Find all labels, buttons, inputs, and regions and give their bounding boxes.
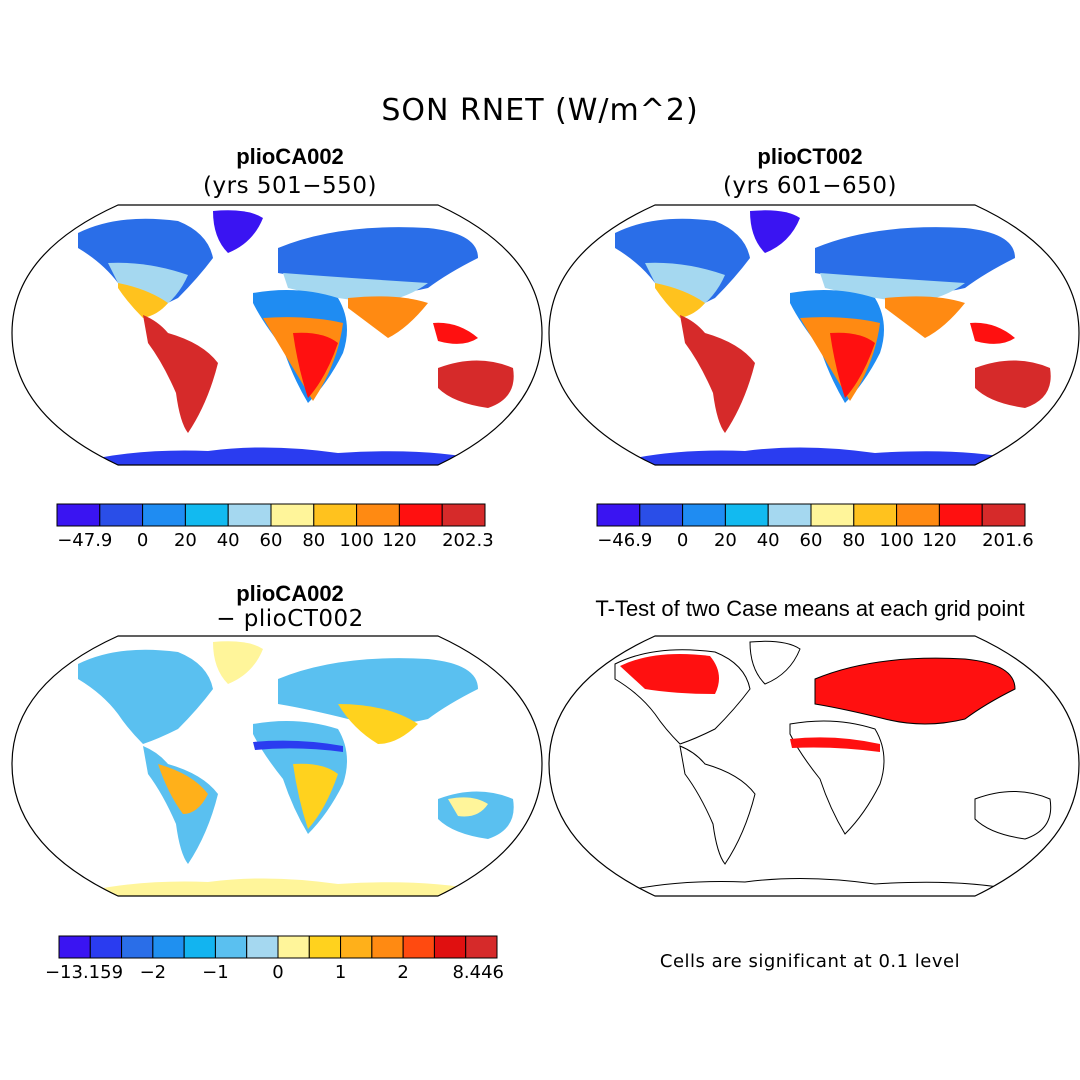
colorbar-label: −46.9 (597, 530, 653, 551)
colorbar-box (313, 503, 358, 527)
colorbar-label: −1 (202, 962, 229, 983)
colorbar-box (356, 503, 400, 527)
colorbar-label: −2 (139, 962, 167, 983)
figure-title: SON RNET (W/m^2) (381, 93, 699, 128)
colorbar-label: 0 (676, 530, 689, 551)
colorbar-box (58, 935, 91, 959)
colorbar-label: 120 (382, 530, 417, 551)
colorbar-label: 80 (842, 530, 866, 551)
colorbar-box (724, 503, 769, 527)
panel-b-title: plioCT002 (757, 144, 863, 169)
colorbar-box (433, 935, 467, 959)
colorbar-box (398, 503, 443, 527)
colorbar-box (639, 503, 684, 527)
colorbar-label: 0 (272, 962, 284, 983)
panel-b-colorbar-boxes (596, 503, 1026, 527)
colorbar-box (938, 503, 983, 527)
colorbar-label: 100 (879, 530, 914, 551)
colorbar-box (142, 503, 186, 527)
panel-c-subtitle: − plioCT002 (216, 606, 364, 632)
colorbar-label: −47.9 (57, 530, 113, 551)
colorbar-box (596, 503, 641, 527)
colorbar-label: 80 (302, 530, 326, 551)
colorbar-box (402, 935, 435, 959)
colorbar-box (99, 503, 144, 527)
colorbar-label: 20 (713, 530, 737, 551)
colorbar-label: 1 (334, 962, 347, 983)
panel-a-title: plioCA002 (236, 144, 344, 169)
colorbar-box (214, 935, 248, 959)
panel-d-note: Cells are significant at 0.1 level (659, 951, 961, 972)
colorbar-label: 40 (756, 530, 780, 551)
colorbar-box (981, 503, 1026, 527)
colorbar-box (896, 503, 940, 527)
colorbar-box (56, 503, 101, 527)
colorbar-label: 202.3 (442, 530, 494, 551)
colorbar-label: −13.159 (44, 962, 124, 983)
colorbar-box (441, 503, 486, 527)
colorbar-box (465, 935, 498, 959)
panel-a-colorbar-boxes (56, 503, 486, 527)
colorbar-box (183, 935, 216, 959)
panel-a-subtitle: (yrs 501−550) (203, 173, 377, 199)
colorbar-box (682, 503, 726, 527)
colorbar-box (308, 935, 342, 959)
colorbar-box (371, 935, 404, 959)
colorbar-label: 20 (173, 530, 197, 551)
panel-c-map (11, 635, 543, 897)
colorbar-box (277, 935, 310, 959)
colorbar-label: 120 (922, 530, 957, 551)
colorbar-box (810, 503, 855, 527)
panel-a-map (11, 204, 543, 466)
colorbar-label: 201.6 (982, 530, 1034, 551)
colorbar-box (767, 503, 812, 527)
colorbar-label: 60 (259, 530, 283, 551)
colorbar-label: 40 (216, 530, 240, 551)
panel-b-map (548, 204, 1080, 466)
colorbar-box (227, 503, 272, 527)
colorbar-box (121, 935, 154, 959)
panel-d-map (548, 635, 1080, 897)
colorbar-label: 0 (136, 530, 149, 551)
colorbar-label: 8.446 (452, 962, 504, 983)
colorbar-label: 2 (397, 962, 409, 983)
colorbar-label: 100 (339, 530, 374, 551)
panel-c-colorbar-boxes (58, 935, 498, 959)
colorbar-label: 60 (799, 530, 823, 551)
colorbar-box (152, 935, 185, 959)
colorbar-box (270, 503, 315, 527)
panel-b-subtitle: (yrs 601−650) (723, 173, 897, 199)
colorbar-box (89, 935, 123, 959)
colorbar-box (853, 503, 898, 527)
colorbar-box (246, 935, 279, 959)
panel-c-title: plioCA002 (236, 581, 344, 606)
colorbar-box (184, 503, 229, 527)
panel-d-title: T-Test of two Case means at each grid po… (595, 596, 1025, 621)
colorbar-box (340, 935, 373, 959)
